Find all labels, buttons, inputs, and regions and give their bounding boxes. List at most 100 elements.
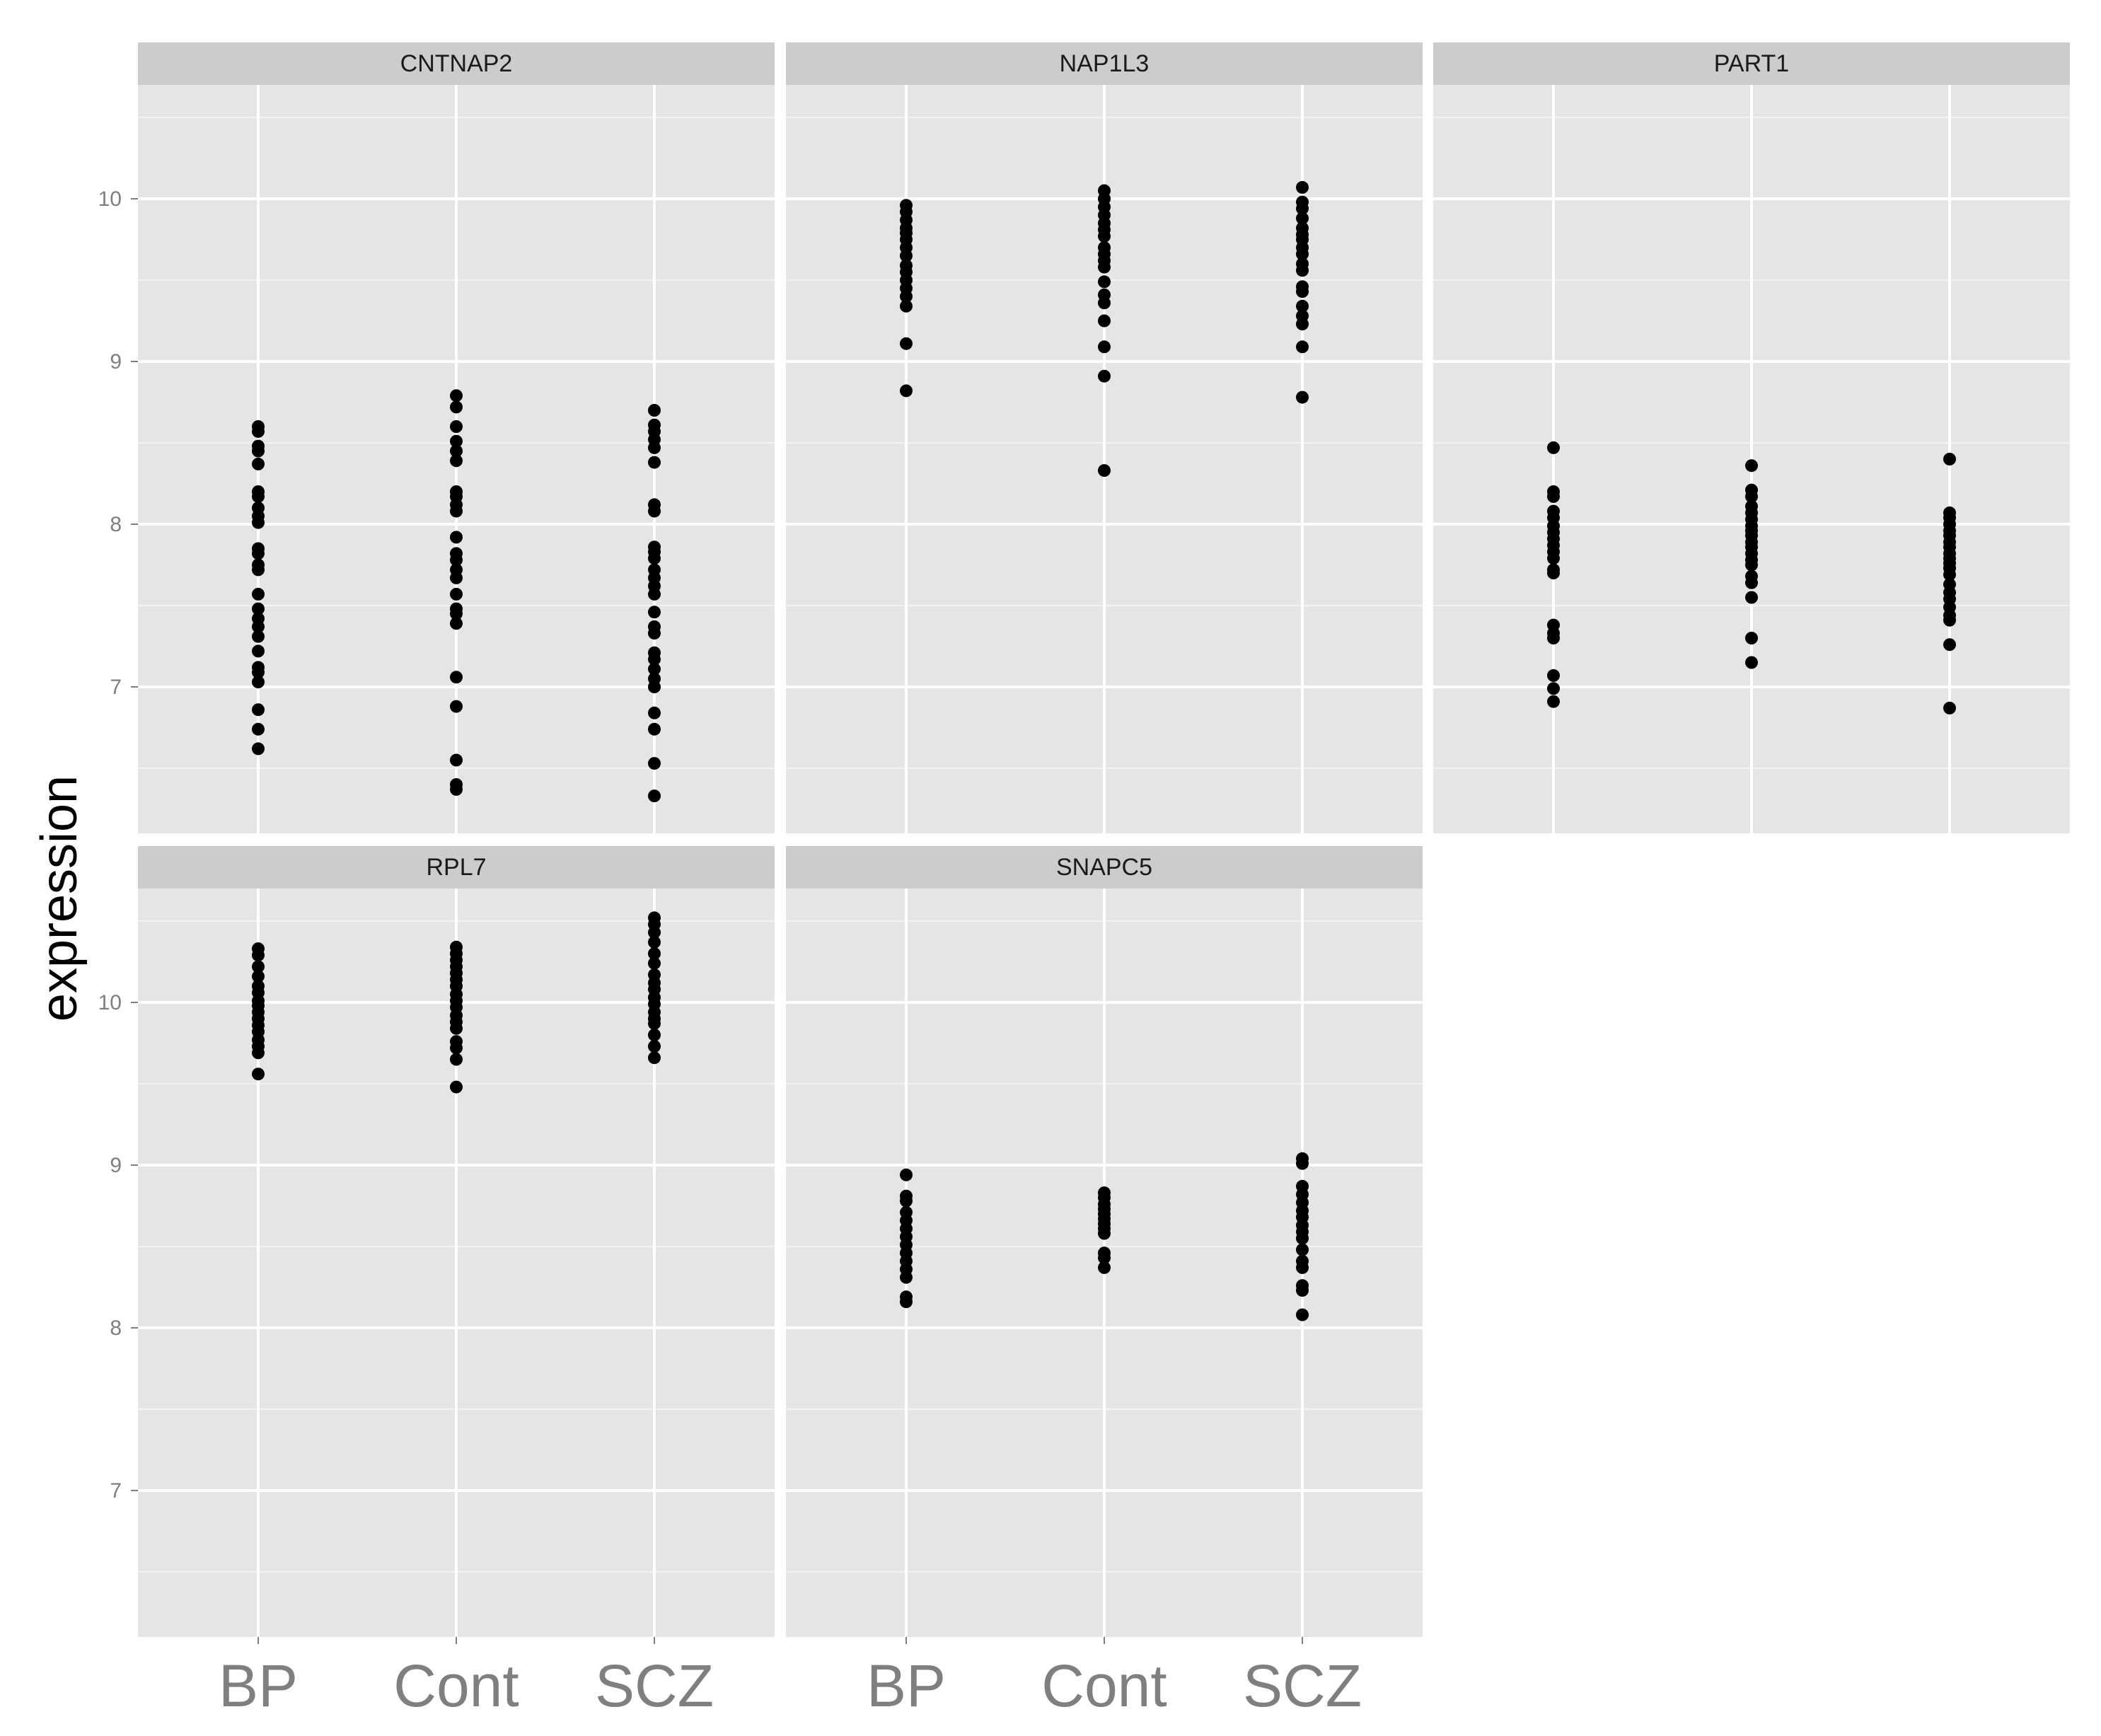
data-point (450, 1080, 463, 1094)
data-point (252, 490, 265, 503)
data-point (648, 587, 661, 601)
data-point (450, 1053, 463, 1066)
data-point (900, 337, 913, 350)
data-point (648, 1051, 661, 1065)
data-point (450, 571, 463, 584)
data-point (450, 420, 463, 433)
data-point (450, 1022, 463, 1035)
data-point (1098, 464, 1111, 478)
data-point (1098, 340, 1111, 354)
data-point (1745, 656, 1758, 669)
facet-strip (786, 42, 1423, 85)
data-point (900, 1168, 913, 1181)
facet-strip-label: NAP1L3 (1060, 50, 1150, 77)
data-point (648, 722, 661, 736)
data-point (1098, 369, 1111, 383)
data-point (900, 299, 913, 313)
facet-panel-part1: PART1 (1433, 42, 2070, 833)
data-point (1296, 202, 1309, 215)
data-point (1296, 299, 1309, 313)
data-point (648, 1040, 661, 1053)
facet-panel-rpl7: RPL7 7 8 9 10 BP Cont SCZ (98, 846, 775, 1719)
data-point (450, 400, 463, 414)
x-tick-label: BP (867, 1653, 946, 1719)
data-point (648, 606, 661, 619)
y-axis-label: expression (31, 775, 88, 1022)
data-point (1296, 180, 1309, 194)
facet-panel-cntnap2: CNTNAP2 7 8 9 10 (98, 42, 775, 833)
data-point (648, 935, 661, 949)
data-point (1098, 260, 1111, 274)
y-tick-label: 10 (98, 991, 122, 1014)
y-tick-label: 8 (110, 1317, 122, 1340)
data-point (450, 782, 463, 796)
x-tick-label: SCZ (595, 1653, 714, 1719)
data-point (648, 681, 661, 693)
data-point (1296, 1261, 1309, 1274)
data-point (1098, 229, 1111, 243)
data-point (1547, 490, 1560, 503)
y-tick-label: 10 (98, 187, 122, 211)
data-point (648, 441, 661, 454)
data-point (1296, 1284, 1309, 1297)
data-point (1745, 459, 1758, 473)
data-point (1745, 576, 1758, 589)
data-point (648, 552, 661, 565)
data-point (1745, 558, 1758, 572)
data-point (252, 444, 265, 458)
data-point (450, 607, 463, 620)
x-tick-label: Cont (393, 1653, 519, 1719)
data-point (900, 1194, 913, 1208)
data-point (648, 662, 661, 676)
data-point (252, 1067, 265, 1081)
facet-strip (786, 846, 1423, 889)
data-point (648, 757, 661, 770)
data-point (1098, 296, 1111, 310)
data-point (1296, 285, 1309, 299)
facet-strip-label: RPL7 (426, 854, 486, 881)
data-point (450, 434, 463, 448)
data-point (1296, 212, 1309, 225)
facet-strip-label: SNAPC5 (1056, 854, 1152, 881)
data-point (252, 630, 265, 643)
data-point (1943, 613, 1956, 627)
x-tick-label: BP (219, 1653, 298, 1719)
facet-strip (1433, 42, 2070, 85)
data-point (252, 587, 265, 601)
data-point (900, 249, 913, 262)
data-point (252, 742, 265, 756)
y-tick-label: 7 (110, 1479, 122, 1503)
data-point (1098, 275, 1111, 289)
data-point (648, 1029, 661, 1041)
data-point (900, 290, 913, 303)
data-point (900, 1271, 913, 1284)
data-point (450, 444, 463, 458)
data-point (1547, 552, 1560, 565)
data-point (1547, 441, 1560, 454)
facet-strip-label: PART1 (1714, 50, 1789, 77)
data-point (252, 722, 265, 736)
data-point (450, 617, 463, 630)
data-point (450, 504, 463, 518)
data-point (1547, 682, 1560, 695)
data-point (1745, 632, 1758, 644)
data-point (1943, 638, 1956, 652)
data-point (450, 587, 463, 601)
data-point (252, 960, 265, 973)
x-tick-label: SCZ (1243, 1653, 1362, 1719)
facet-panel-snapc5: SNAPC5 BP Cont SCZ (786, 846, 1423, 1719)
data-point (252, 644, 265, 658)
y-tick-label: 9 (110, 1154, 122, 1177)
data-point (648, 404, 661, 417)
data-point (1745, 591, 1758, 604)
data-point (252, 563, 265, 577)
data-point (252, 516, 265, 529)
data-point (1547, 567, 1560, 579)
y-tick-label: 9 (110, 350, 122, 374)
data-point (1745, 490, 1758, 503)
data-point (648, 504, 661, 518)
data-point (1943, 568, 1956, 581)
data-point (252, 666, 265, 679)
data-point (252, 676, 265, 689)
